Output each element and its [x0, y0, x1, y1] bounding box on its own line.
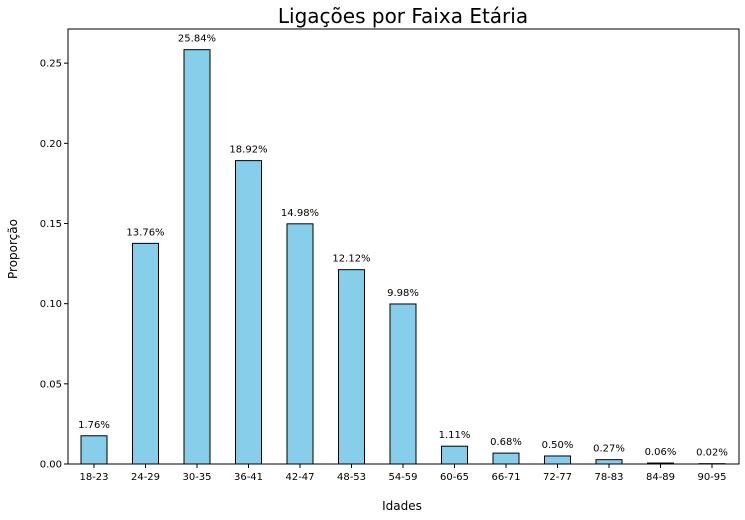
data-label-24-29: 13.76%	[126, 227, 164, 238]
bar-24-29	[132, 242, 159, 465]
chart-title: Ligações por Faixa Etária	[278, 4, 528, 28]
x-tick-label-54-59: 54-59	[388, 472, 417, 483]
bars-group: 1.76% 13.76% 25.84% 18.92% 14.98% 12.12% 9.98%…	[78, 34, 728, 465]
x-tick-label-42-47: 42-47	[285, 472, 314, 483]
x-tick-label-60-65: 60-65	[440, 472, 469, 483]
bar-36-41	[235, 160, 262, 465]
data-label-72-77: 0.50%	[542, 440, 574, 451]
bar-60-65	[441, 445, 468, 465]
data-label-90-95: 0.02%	[696, 448, 728, 459]
x-tick-label-78-83: 78-83	[594, 472, 623, 483]
bar-48-53	[338, 269, 365, 465]
bar-18-23	[80, 435, 108, 465]
y-tick-label-0.00: 0.00	[40, 460, 62, 471]
data-label-18-23: 1.76%	[78, 420, 110, 431]
bar-54-59	[389, 303, 417, 465]
data-label-60-65: 1.11%	[439, 430, 471, 441]
x-tick-label-30-35: 30-35	[182, 472, 211, 483]
data-label-54-59: 9.98%	[387, 288, 419, 299]
x-tick-label-72-77: 72-77	[543, 472, 572, 483]
data-label-30-35: 25.84%	[178, 34, 216, 45]
data-label-78-83: 0.27%	[593, 444, 625, 455]
data-label-42-47: 14.98%	[281, 208, 319, 219]
x-tick-label-66-71: 66-71	[491, 472, 520, 483]
y-ticks-group: 0.00 0.05 0.10 0.15 0.20 0.25	[40, 59, 68, 471]
data-label-48-53: 12.12%	[332, 254, 370, 265]
bar-30-35	[183, 49, 211, 465]
x-tick-label-36-41: 36-41	[234, 472, 263, 483]
bar-78-83	[595, 459, 623, 465]
plot-frame	[67, 28, 740, 465]
y-tick-label-0.10: 0.10	[40, 299, 62, 310]
y-tick-label-0.20: 0.20	[40, 139, 62, 150]
y-tick-label-0.15: 0.15	[40, 219, 62, 230]
x-tick-label-48-53: 48-53	[337, 472, 366, 483]
x-tick-label-18-23: 18-23	[79, 472, 108, 483]
y-tick-label-0.25: 0.25	[40, 59, 62, 70]
x-tick-label-84-89: 84-89	[646, 472, 675, 483]
y-tick-label-0.05: 0.05	[40, 379, 62, 390]
x-ticks-group: 18-23 24-29 30-35 36-41 42-47 48-53 54-59 60-65…	[79, 464, 727, 483]
x-tick-label-24-29: 24-29	[131, 472, 160, 483]
x-axis-label: Idades	[382, 499, 422, 513]
data-label-66-71: 0.68%	[490, 437, 522, 448]
data-label-36-41: 18.92%	[229, 145, 267, 156]
y-axis-label: Proporção	[6, 219, 20, 279]
bar-42-47	[286, 223, 314, 465]
bar-66-71	[492, 452, 520, 465]
bar-72-77	[544, 455, 571, 465]
data-label-84-89: 0.06%	[645, 447, 677, 458]
x-tick-label-90-95: 90-95	[697, 472, 726, 483]
